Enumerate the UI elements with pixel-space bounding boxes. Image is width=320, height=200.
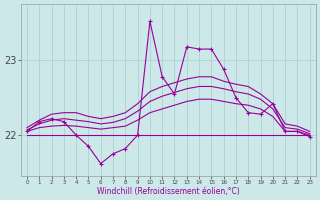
X-axis label: Windchill (Refroidissement éolien,°C): Windchill (Refroidissement éolien,°C) [97,187,240,196]
